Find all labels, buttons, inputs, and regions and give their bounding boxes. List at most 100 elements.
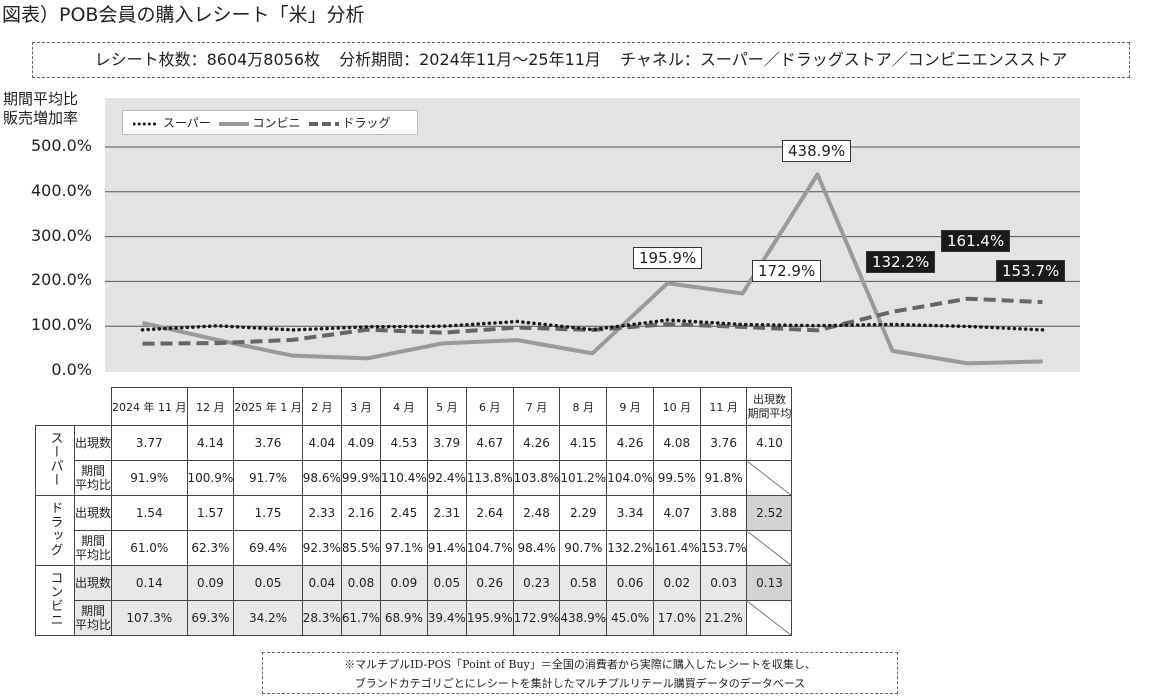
count-cell: 2.48 [512,495,561,531]
ratio-cell: 161.4% [652,530,701,566]
row-label: 期間 平均比 [73,460,113,496]
ratio-cell: 92.4% [426,460,467,496]
ratio-cell: 97.1% [380,530,428,566]
month-header: 10 月 [652,387,701,426]
count-cell: 2.29 [559,495,608,531]
table-row: 期間 平均比 91.9% 100.9% 91.7% 98.6% 99.9% 110.4% 92.… [36,460,793,496]
group-label: ドラッグ [35,495,75,566]
ratio-cell: 110.4% [380,460,428,496]
y-tick-label: 200.0% [30,270,92,290]
table-row: 期間 平均比 61.0% 62.3% 69.4% 92.3% 85.5% 97.1% 91.4%… [36,530,793,566]
ratio-cell: 68.9% [380,600,428,636]
month-header: 9 月 [606,387,654,426]
month-header: 2024 年 11 月 [111,387,188,426]
ratio-cell: 62.3% [186,530,235,566]
month-header: 2 月 [301,387,342,426]
footnote-line2: ブランドカテゴリごとにレシートを集計したマルチプルリテール購買データのデータベー… [354,677,806,690]
count-cell: 0.58 [559,565,608,601]
ratio-cell: 34.2% [233,600,303,636]
empty-slashed-cell [746,460,793,496]
y-tick-label: 300.0% [30,225,92,245]
y-tick-label: 100.0% [30,315,92,335]
month-header: 2025 年 1 月 [233,387,303,426]
count-cell: 4.14 [186,425,235,461]
month-header: 11 月 [699,387,748,426]
group-label: スーパー [35,425,75,496]
count-cell: 0.23 [512,565,561,601]
ratio-cell: 85.5% [340,530,382,566]
ratio-cell: 99.5% [652,460,701,496]
count-cell: 1.54 [111,495,188,531]
table-row: スーパー 出現数 3.77 4.14 3.76 4.04 4.09 4.53 3.79 4.67 4… [35,425,793,496]
corner-cell [36,388,112,426]
count-cell: 0.05 [426,565,467,601]
count-cell: 0.03 [699,565,748,601]
series-line-0 [140,318,1045,332]
ratio-cell: 104.7% [465,530,514,566]
channels: チャネル：スーパー／ドラッグストア／コンビニエンスストア [620,50,1068,69]
avg-cell: 0.13 [746,565,793,601]
ratio-cell: 99.9% [340,460,382,496]
receipt-count: レシート枚数：8604万8056枚 [94,50,321,69]
ratio-cell: 28.3% [301,600,342,636]
ratio-cell: 92.3% [301,530,342,566]
count-cell: 4.67 [465,425,514,461]
analysis-period: 分析期間：2024年11月〜25年11月 [339,50,601,69]
count-cell: 0.05 [233,565,303,601]
data-label-drug-nov: 153.7% [996,260,1066,282]
data-label-conveni-jun: 195.9% [633,247,703,269]
ratio-cell: 69.3% [186,600,235,636]
count-cell: 0.06 [606,565,654,601]
count-cell: 4.04 [301,425,342,461]
ratio-cell: 17.0% [652,600,701,636]
count-cell: 4.09 [340,425,382,461]
ratio-cell: 91.9% [111,460,188,496]
ratio-cell: 132.2% [606,530,654,566]
count-cell: 1.75 [233,495,303,531]
avg-header: 出現数 期間平均 [746,387,793,426]
ratio-cell: 438.9% [559,600,608,636]
count-cell: 2.31 [426,495,467,531]
month-header: 5 月 [426,387,467,426]
month-header: 12 月 [186,387,235,426]
row-label: 出現数 [73,565,113,601]
ratio-cell: 69.4% [233,530,303,566]
row-label: 期間 平均比 [73,600,113,636]
count-cell: 1.57 [186,495,235,531]
count-cell: 3.88 [699,495,748,531]
ratio-cell: 113.8% [465,460,514,496]
legend-item-conveni: コンビニ [218,116,301,130]
ratio-cell: 91.8% [699,460,748,496]
empty-slashed-cell [746,600,793,636]
month-header: 4 月 [380,387,428,426]
table-row: コンビニ 出現数 0.14 0.09 0.05 0.04 0.08 0.09 0.05 0.26 0… [35,565,793,636]
ratio-cell: 104.0% [606,460,654,496]
count-cell: 2.33 [301,495,342,531]
count-cell: 0.09 [186,565,235,601]
series-line-2 [142,296,1043,346]
count-cell: 4.26 [512,425,561,461]
month-header: 3 月 [340,387,382,426]
data-label-conveni-aug: 438.9% [782,140,852,162]
series-line-1 [142,172,1043,366]
avg-cell: 2.52 [746,495,793,531]
data-label-drug-sep: 132.2% [866,251,936,273]
month-header: 7 月 [512,387,561,426]
legend: スーパー コンビニ ドラッグ [122,110,418,135]
legend-item-super: スーパー [132,116,211,130]
figure-title: 図表）POB会員の購入レシート「米」分析 [2,4,365,26]
ratio-cell: 103.8% [512,460,561,496]
count-cell: 3.76 [699,425,748,461]
ratio-cell: 153.7% [699,530,748,566]
count-cell: 4.15 [559,425,608,461]
count-cell: 4.26 [606,425,654,461]
count-cell: 2.45 [380,495,428,531]
ratio-cell: 172.9% [512,600,561,636]
data-label-conveni-jul: 172.9% [752,260,822,282]
count-cell: 0.26 [465,565,514,601]
count-cell: 3.34 [606,495,654,531]
count-cell: 4.07 [652,495,701,531]
month-header: 6 月 [465,387,514,426]
